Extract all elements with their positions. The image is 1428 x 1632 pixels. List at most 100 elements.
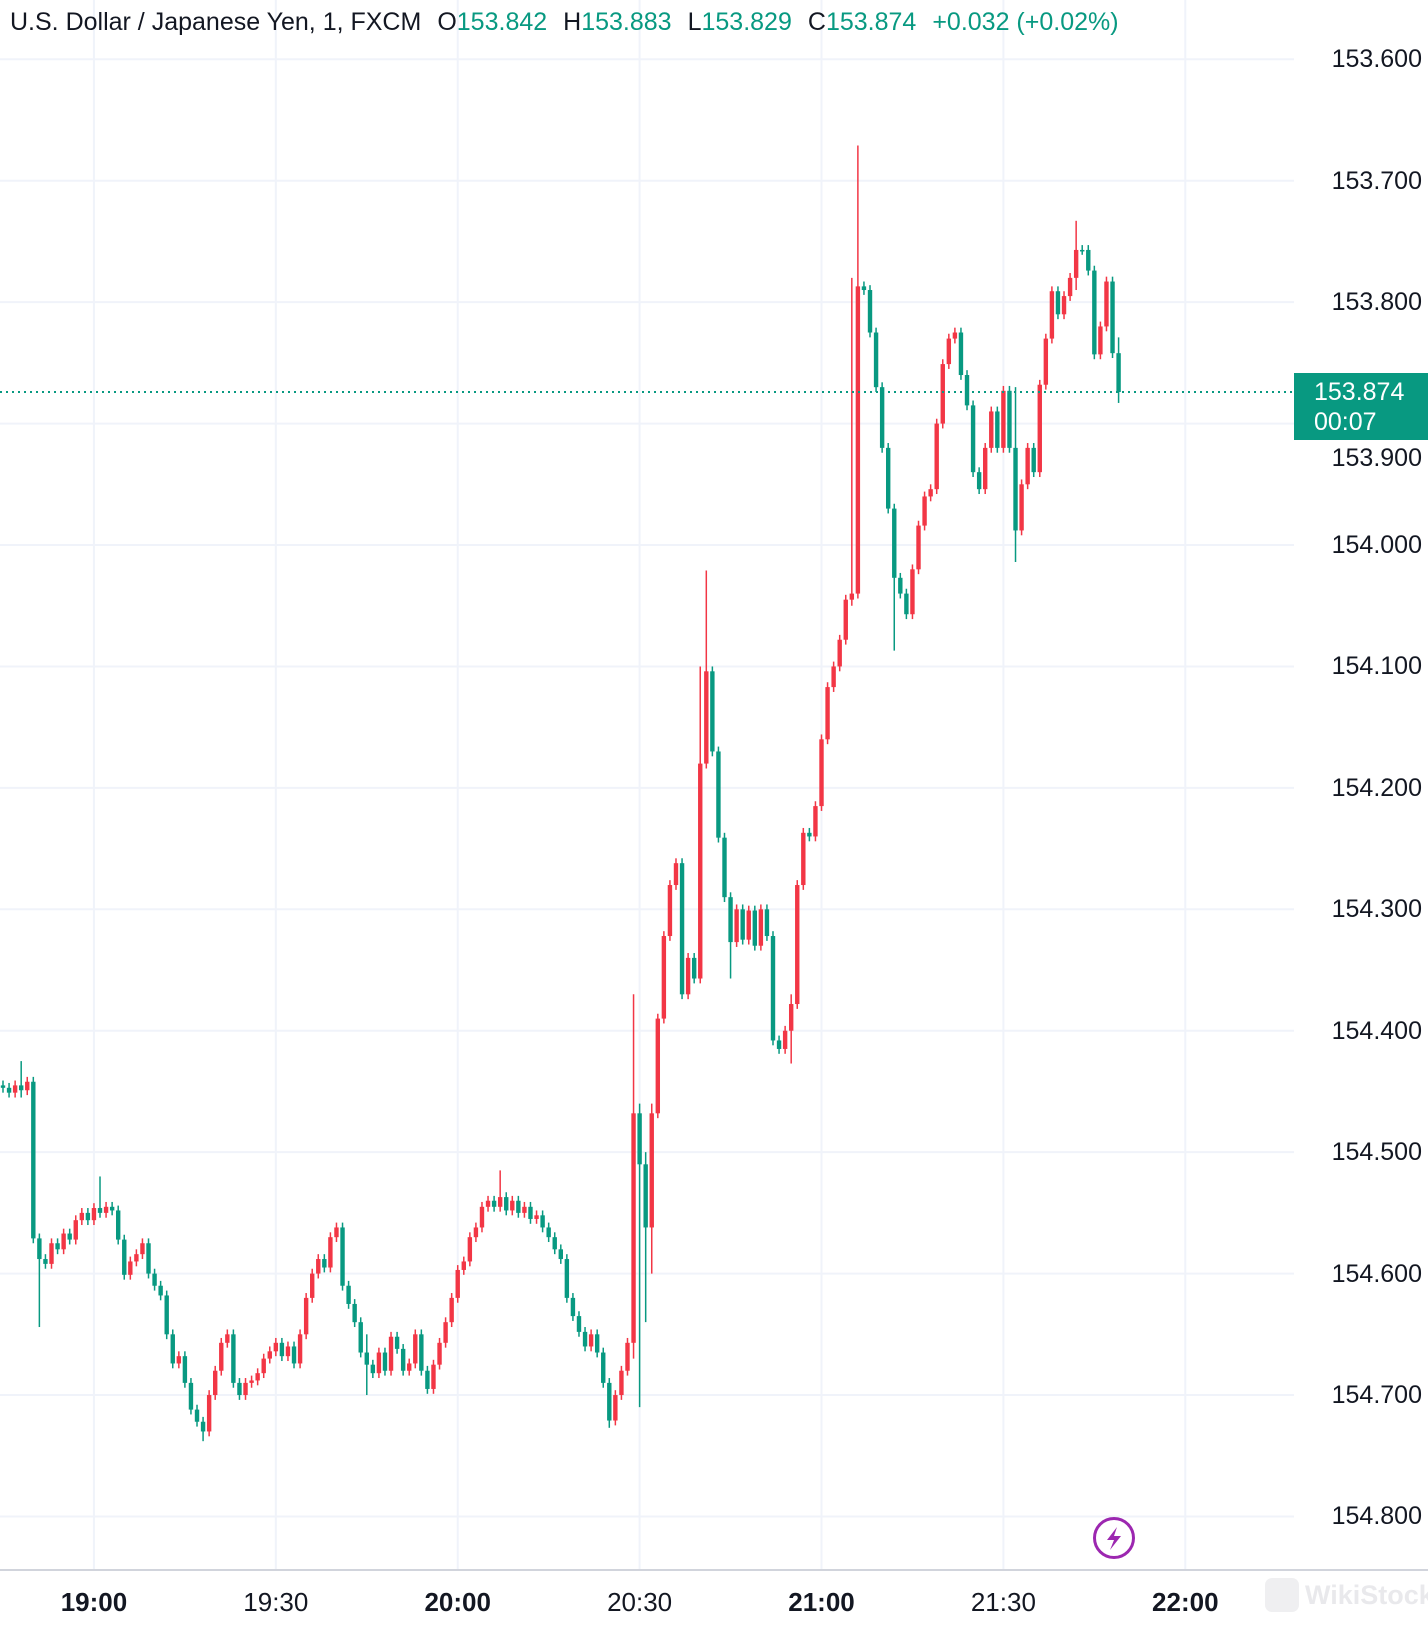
candle-body (461, 1261, 466, 1270)
candle-body (1031, 447, 1036, 473)
price-tick-label: 153.600 (1331, 45, 1422, 74)
candle-body (637, 1113, 642, 1165)
candle-body (128, 1261, 133, 1275)
candle-body (267, 1351, 272, 1359)
watermark-logo-icon (1265, 1578, 1299, 1612)
price-tick-label: 154.200 (1331, 773, 1422, 802)
candle-body (843, 599, 848, 640)
candle-body (989, 411, 994, 448)
time-tick-label: 21:30 (970, 1587, 1036, 1617)
candle-body (1098, 326, 1103, 355)
candle-body (213, 1370, 218, 1396)
candle-body (182, 1356, 188, 1383)
candle-body (704, 671, 709, 764)
low-value: 153.829 (701, 8, 792, 36)
candle-body (25, 1081, 30, 1091)
candle-body (455, 1269, 460, 1298)
candle-body (625, 1342, 630, 1371)
candle-body (740, 909, 745, 940)
candle-body (983, 447, 988, 490)
candle-body (491, 1200, 497, 1207)
candle-body (31, 1081, 36, 1239)
candle-body (867, 290, 873, 333)
candle-body (710, 671, 715, 752)
candle-body (813, 806, 818, 837)
candle-body (328, 1237, 333, 1268)
current-price-value: 153.874 (1314, 378, 1405, 407)
watermark-text: WikiStock (1305, 1579, 1428, 1610)
candle-body (576, 1316, 582, 1332)
candle-body (443, 1322, 448, 1343)
candle-body (200, 1421, 206, 1432)
candle-body (510, 1200, 515, 1211)
time-tick-label: 22:00 (1152, 1587, 1219, 1617)
candle-body (37, 1238, 42, 1260)
candle-body (91, 1208, 97, 1221)
candle-body (504, 1197, 509, 1211)
candle-body (861, 286, 867, 291)
candle-body (388, 1336, 394, 1371)
symbol-title[interactable]: U.S. Dollar / Japanese Yen, 1, FXCM (10, 8, 422, 36)
candle-body (601, 1352, 606, 1383)
candle-body (79, 1212, 85, 1221)
close-label: C (807, 8, 826, 36)
candle-body (758, 909, 764, 946)
price-tick-label: 154.100 (1331, 652, 1422, 681)
candle-body (115, 1210, 121, 1240)
candle-body (61, 1233, 66, 1250)
candle-body (382, 1352, 388, 1371)
candle-body (431, 1364, 436, 1389)
candle-body (394, 1336, 400, 1349)
price-tick-label: 154.600 (1331, 1259, 1422, 1288)
price-tick-label: 153.900 (1331, 444, 1422, 473)
candle-body (855, 286, 861, 594)
candle-body (892, 508, 897, 578)
chart-legend: U.S. Dollar / Japanese Yen, 1, FXCM O 153… (10, 8, 1119, 37)
candle-body (6, 1087, 12, 1093)
candle-body (910, 569, 915, 615)
time-tick-label: 19:00 (60, 1587, 128, 1617)
candle-body (194, 1409, 200, 1422)
candle-body (1073, 249, 1079, 278)
price-tick-label: 154.700 (1331, 1381, 1422, 1410)
candle-body (801, 832, 806, 886)
candle-body (782, 1030, 788, 1049)
candle-body (837, 639, 842, 667)
price-tick-label: 154.500 (1331, 1138, 1422, 1167)
price-tick-label: 154.300 (1331, 895, 1422, 924)
candle-body (1007, 390, 1012, 448)
grid (0, 0, 1294, 1570)
candle-body (122, 1239, 127, 1275)
candle-body (607, 1382, 612, 1421)
candle-body (898, 577, 903, 594)
candle-body (134, 1254, 139, 1262)
candle-body (188, 1382, 194, 1410)
candle-body (1067, 277, 1073, 297)
candle-body (776, 1040, 782, 1049)
candle-body (964, 375, 970, 406)
candle-body (297, 1334, 303, 1364)
candle-body (594, 1334, 600, 1353)
candle-body (916, 525, 921, 570)
candle-body (1037, 384, 1042, 473)
open-label: O (437, 8, 457, 36)
candle-body (176, 1356, 182, 1364)
candle-body (795, 885, 800, 1005)
candle-body (1116, 353, 1121, 393)
candle-body (364, 1352, 369, 1365)
candle-body (334, 1227, 339, 1238)
candle-body (419, 1334, 424, 1371)
low-label: L (687, 8, 702, 36)
candle-body (1104, 281, 1109, 327)
lightning-bolt-icon[interactable] (1093, 1517, 1135, 1559)
candle-body (0, 1085, 6, 1088)
candle-body (425, 1370, 430, 1389)
candle-body (103, 1206, 109, 1213)
candle-body (582, 1331, 588, 1347)
candle-body (273, 1342, 279, 1352)
candle-body (376, 1352, 382, 1374)
candle-body (370, 1364, 376, 1374)
candle-body (158, 1285, 163, 1296)
candle-body (734, 909, 739, 943)
